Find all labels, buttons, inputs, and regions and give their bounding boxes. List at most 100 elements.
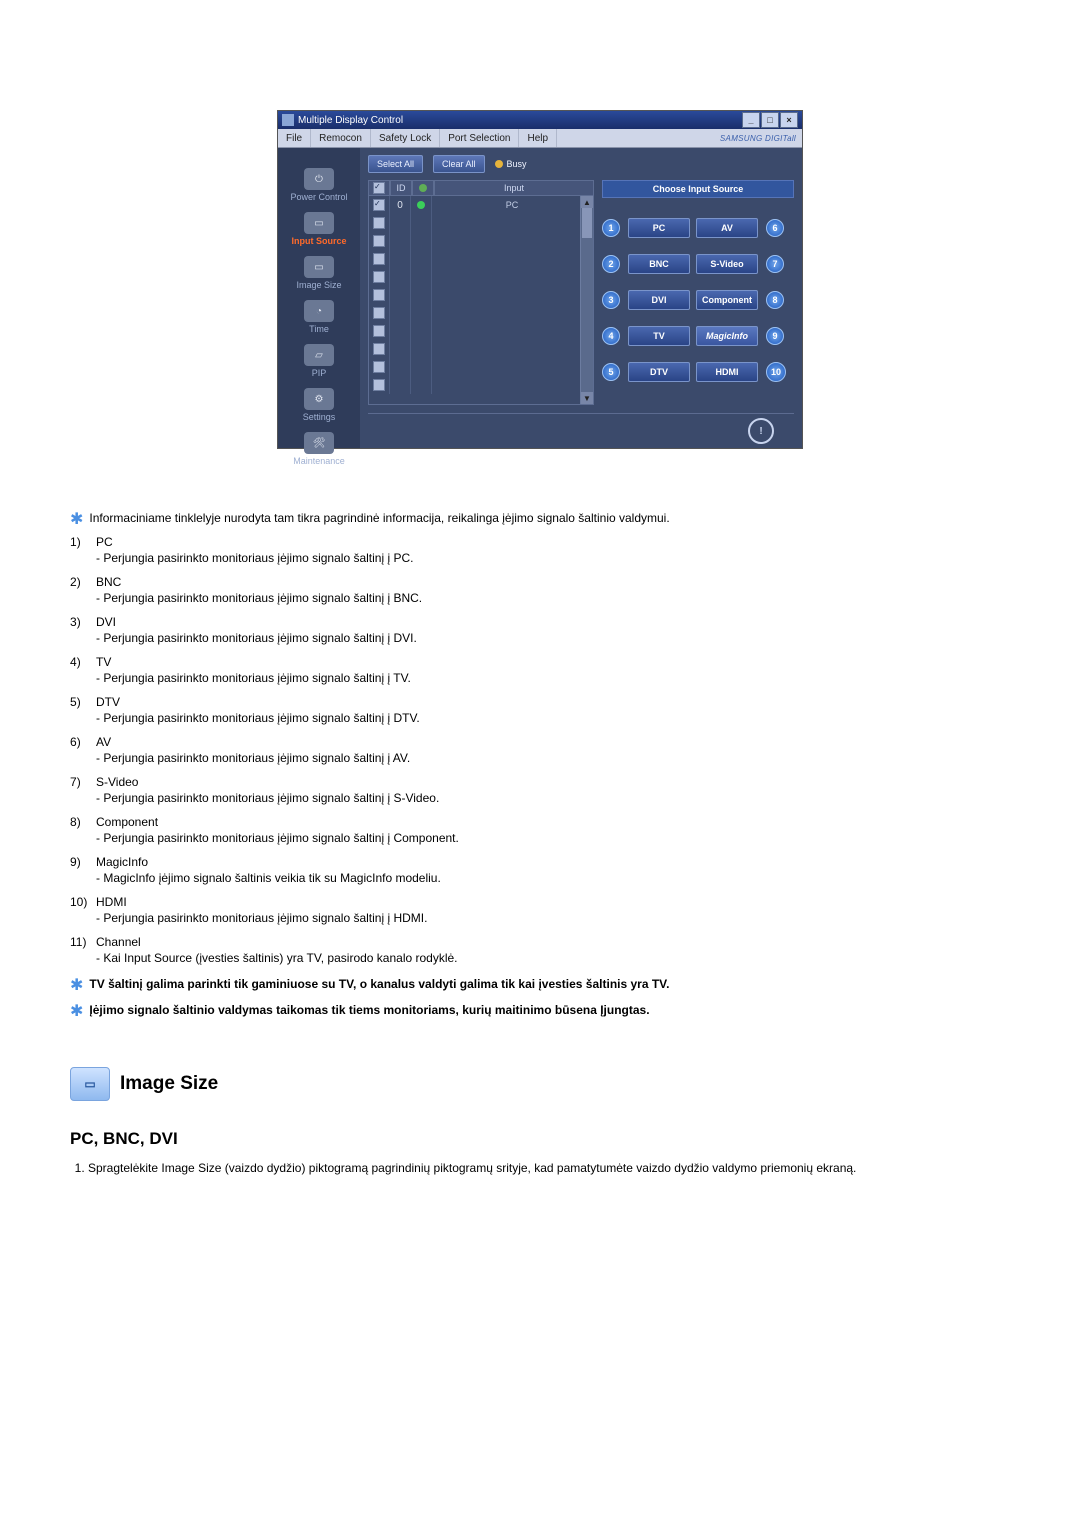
grid-header-id: ID (390, 180, 412, 196)
menu-port-selection[interactable]: Port Selection (440, 129, 519, 147)
step-item: Spragtelėkite Image Size (vaizdo dydžio)… (88, 1159, 1010, 1177)
grid-row[interactable] (369, 340, 593, 358)
list-item: DVI- Perjungia pasirinkto monitoriaus įė… (70, 615, 1010, 645)
alert-icon: ! (748, 418, 774, 444)
menu-file[interactable]: File (278, 129, 311, 147)
source-dtv-button[interactable]: DTV (628, 362, 690, 382)
sidebar-item-power-control[interactable]: ⏻ Power Control (278, 166, 360, 208)
input-source-panel: Choose Input Source 1PC 2BNC 3DVI 4TV 5D… (602, 180, 794, 405)
window-title: Multiple Display Control (298, 115, 742, 126)
grid-header-check[interactable] (368, 180, 390, 196)
note-2: ✱Įėjimo signalo šaltinio valdymas taikom… (70, 1001, 1010, 1021)
row-id: 0 (390, 196, 411, 214)
status-strip: ! (368, 413, 794, 448)
pip-icon: ▱ (304, 344, 334, 366)
star-icon: ✱ (70, 977, 83, 994)
star-icon: ✱ (70, 511, 83, 528)
subheading: PC, BNC, DVI (70, 1129, 1010, 1149)
grid-row[interactable] (369, 214, 593, 232)
panel-title: Choose Input Source (602, 180, 794, 198)
titlebar: Multiple Display Control _ □ × (278, 111, 802, 129)
sidebar-item-maintenance[interactable]: 🛠 Maintenance (278, 430, 360, 472)
section-heading: ▭ Image Size (70, 1067, 1010, 1101)
source-component-button[interactable]: Component (696, 290, 758, 310)
source-pc-button[interactable]: PC (628, 218, 690, 238)
minimize-button[interactable]: _ (742, 112, 760, 128)
list-item: HDMI- Perjungia pasirinkto monitoriaus į… (70, 895, 1010, 925)
grid-row[interactable]: 0 PC (369, 196, 593, 214)
source-bnc-button[interactable]: BNC (628, 254, 690, 274)
app-icon (282, 114, 294, 126)
image-size-icon: ▭ (304, 256, 334, 278)
input-source-icon: ▭ (304, 212, 334, 234)
callout-3: 3 (602, 291, 620, 309)
app-window: Multiple Display Control _ □ × File Remo… (277, 110, 803, 449)
source-tv-button[interactable]: TV (628, 326, 690, 346)
power-icon: ⏻ (304, 168, 334, 190)
section-title: Image Size (120, 1073, 218, 1095)
scroll-thumb[interactable] (582, 208, 592, 238)
list-item: AV- Perjungia pasirinkto monitoriaus įėj… (70, 735, 1010, 765)
grid-row[interactable] (369, 286, 593, 304)
toolbar: Select All Clear All Busy (360, 148, 802, 180)
grid-row[interactable] (369, 268, 593, 286)
source-dvi-button[interactable]: DVI (628, 290, 690, 310)
image-size-section-icon: ▭ (70, 1067, 110, 1101)
list-item: S-Video- Perjungia pasirinkto monitoriau… (70, 775, 1010, 805)
note-1: ✱TV šaltinį galima parinkti tik gaminiuo… (70, 975, 1010, 995)
sidebar-item-image-size[interactable]: ▭ Image Size (278, 254, 360, 296)
callout-6: 6 (766, 219, 784, 237)
sidebar: ⏻ Power Control ▭ Input Source ▭ Image S… (278, 148, 360, 448)
maximize-button[interactable]: □ (761, 112, 779, 128)
menu-remocon[interactable]: Remocon (311, 129, 371, 147)
grid-header-input: Input (434, 180, 594, 196)
grid-header-status (412, 180, 434, 196)
callout-5: 5 (602, 363, 620, 381)
sidebar-item-settings[interactable]: ⚙ Settings (278, 386, 360, 428)
grid-row[interactable] (369, 358, 593, 376)
star-icon: ✱ (70, 1003, 83, 1020)
callout-9: 9 (766, 327, 784, 345)
row-checkbox[interactable] (373, 199, 385, 211)
grid-row[interactable] (369, 322, 593, 340)
list-item: Channel- Kai Input Source (įvesties šalt… (70, 935, 1010, 965)
list-item: Component- Perjungia pasirinkto monitori… (70, 815, 1010, 845)
busy-dot-icon (495, 160, 503, 168)
row-status-icon (417, 201, 425, 209)
clock-icon: ◔ (304, 300, 334, 322)
menu-help[interactable]: Help (519, 129, 557, 147)
source-magicinfo-button[interactable]: MagicInfo (696, 326, 758, 346)
list-item: DTV- Perjungia pasirinkto monitoriaus įė… (70, 695, 1010, 725)
callout-7: 7 (766, 255, 784, 273)
grid-row[interactable] (369, 232, 593, 250)
grid-row[interactable] (369, 250, 593, 268)
steps-list: Spragtelėkite Image Size (vaizdo dydžio)… (70, 1159, 1010, 1177)
select-all-button[interactable]: Select All (368, 155, 423, 173)
close-button[interactable]: × (780, 112, 798, 128)
row-input: PC (432, 196, 593, 214)
maintenance-icon: 🛠 (304, 432, 334, 454)
vertical-scrollbar[interactable]: ▲ ▼ (580, 196, 593, 404)
source-hdmi-button[interactable]: HDMI (696, 362, 758, 382)
sidebar-item-pip[interactable]: ▱ PIP (278, 342, 360, 384)
menubar: File Remocon Safety Lock Port Selection … (278, 129, 802, 148)
scroll-up-icon[interactable]: ▲ (581, 196, 593, 208)
list-item: BNC- Perjungia pasirinkto monitoriaus įė… (70, 575, 1010, 605)
source-svideo-button[interactable]: S-Video (696, 254, 758, 274)
display-grid: ID Input 0 PC (368, 180, 594, 405)
intro-line: ✱Informaciniame tinklelyje nurodyta tam … (70, 509, 1010, 529)
grid-row[interactable] (369, 376, 593, 394)
scroll-down-icon[interactable]: ▼ (581, 392, 593, 404)
sidebar-item-time[interactable]: ◔ Time (278, 298, 360, 340)
grid-row[interactable] (369, 304, 593, 322)
list-item: TV- Perjungia pasirinkto monitoriaus įėj… (70, 655, 1010, 685)
sidebar-item-input-source[interactable]: ▭ Input Source (278, 210, 360, 252)
callout-1: 1 (602, 219, 620, 237)
clear-all-button[interactable]: Clear All (433, 155, 485, 173)
list-item: PC- Perjungia pasirinkto monitoriaus įėj… (70, 535, 1010, 565)
menu-safety-lock[interactable]: Safety Lock (371, 129, 440, 147)
source-list: PC- Perjungia pasirinkto monitoriaus įėj… (70, 535, 1010, 965)
grid-body: 0 PC (368, 196, 594, 405)
callout-10: 10 (766, 362, 786, 382)
source-av-button[interactable]: AV (696, 218, 758, 238)
